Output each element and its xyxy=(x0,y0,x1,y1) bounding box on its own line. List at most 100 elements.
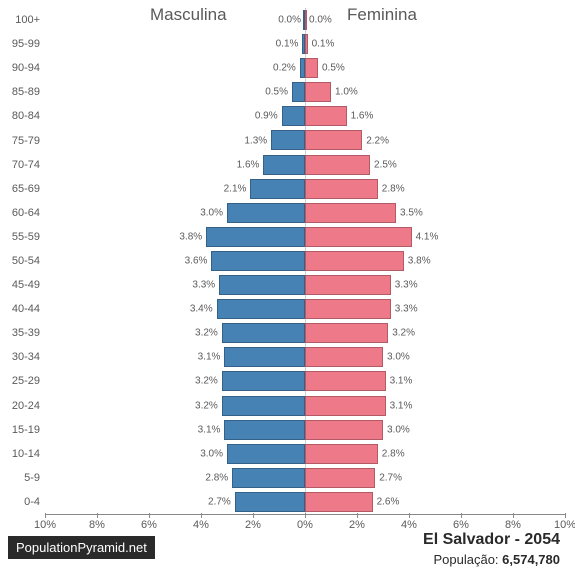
female-pct-label: 2.8% xyxy=(382,448,405,459)
age-label: 20-24 xyxy=(0,400,40,412)
male-pct-label: 0.1% xyxy=(276,39,299,50)
age-row: 0-42.7%2.6% xyxy=(45,490,565,514)
female-bar xyxy=(305,468,375,488)
age-row: 10-143.0%2.8% xyxy=(45,442,565,466)
female-pct-label: 3.5% xyxy=(400,207,423,218)
female-bar xyxy=(305,420,383,440)
male-pct-label: 2.1% xyxy=(224,183,247,194)
population-value: 6,574,780 xyxy=(502,552,560,567)
male-pct-label: 3.3% xyxy=(192,280,215,291)
female-pct-label: 2.8% xyxy=(382,183,405,194)
female-bar xyxy=(305,82,331,102)
male-pct-label: 0.9% xyxy=(255,111,278,122)
age-row: 80-840.9%1.6% xyxy=(45,104,565,128)
age-label: 25-29 xyxy=(0,375,40,387)
male-pct-label: 0.2% xyxy=(273,63,296,74)
age-label: 55-59 xyxy=(0,231,40,243)
male-bar xyxy=(235,492,305,512)
age-row: 90-940.2%0.5% xyxy=(45,56,565,80)
age-label: 0-4 xyxy=(0,496,40,508)
female-bar xyxy=(305,396,386,416)
female-pct-label: 3.8% xyxy=(408,255,431,266)
male-bar xyxy=(222,396,305,416)
age-row: 60-643.0%3.5% xyxy=(45,201,565,225)
female-pct-label: 2.7% xyxy=(379,472,402,483)
age-row: 25-293.2%3.1% xyxy=(45,369,565,393)
female-pct-label: 3.2% xyxy=(392,328,415,339)
female-pct-label: 1.6% xyxy=(351,111,374,122)
male-pct-label: 1.3% xyxy=(244,135,267,146)
age-row: 70-741.6%2.5% xyxy=(45,153,565,177)
age-label: 5-9 xyxy=(0,472,40,484)
age-label: 40-44 xyxy=(0,303,40,315)
male-bar xyxy=(282,106,305,126)
female-pct-label: 0.0% xyxy=(309,15,332,26)
population-label: População: 6,574,780 xyxy=(433,552,560,567)
chart-footer: PopulationPyramid.net El Salvador - 2054… xyxy=(0,531,575,571)
male-bar xyxy=(219,275,305,295)
x-tick: 6% xyxy=(141,519,157,531)
female-pct-label: 3.3% xyxy=(395,304,418,315)
female-pct-label: 3.1% xyxy=(390,400,413,411)
x-tick: 6% xyxy=(453,519,469,531)
age-label: 50-54 xyxy=(0,255,40,267)
male-bar xyxy=(224,420,305,440)
age-label: 85-89 xyxy=(0,86,40,98)
age-row: 50-543.6%3.8% xyxy=(45,249,565,273)
male-pct-label: 3.1% xyxy=(198,424,221,435)
male-pct-label: 0.0% xyxy=(278,15,301,26)
female-bar xyxy=(305,347,383,367)
x-tick: 10% xyxy=(34,519,56,531)
age-label: 65-69 xyxy=(0,183,40,195)
age-label: 35-39 xyxy=(0,327,40,339)
male-pct-label: 3.4% xyxy=(190,304,213,315)
female-bar xyxy=(305,227,412,247)
female-bar xyxy=(305,203,396,223)
age-row: 95-990.1%0.1% xyxy=(45,32,565,56)
age-row: 35-393.2%3.2% xyxy=(45,321,565,345)
age-label: 10-14 xyxy=(0,448,40,460)
age-row: 20-243.2%3.1% xyxy=(45,394,565,418)
male-bar xyxy=(217,299,305,319)
age-row: 65-692.1%2.8% xyxy=(45,177,565,201)
male-bar xyxy=(227,444,305,464)
female-bar xyxy=(305,155,370,175)
female-bar xyxy=(305,58,318,78)
age-row: 100+0.0%0.0% xyxy=(45,8,565,32)
age-row: 55-593.8%4.1% xyxy=(45,225,565,249)
male-bar xyxy=(224,347,305,367)
age-row: 75-791.3%2.2% xyxy=(45,128,565,152)
country-year-label: El Salvador - 2054 xyxy=(423,531,560,549)
x-tick: 0% xyxy=(297,519,313,531)
x-tick: 2% xyxy=(349,519,365,531)
male-pct-label: 3.6% xyxy=(185,255,208,266)
female-pct-label: 4.1% xyxy=(416,231,439,242)
age-row: 5-92.8%2.7% xyxy=(45,466,565,490)
age-row: 85-890.5%1.0% xyxy=(45,80,565,104)
female-bar xyxy=(305,275,391,295)
female-pct-label: 2.6% xyxy=(377,496,400,507)
age-label: 30-34 xyxy=(0,351,40,363)
age-row: 30-343.1%3.0% xyxy=(45,345,565,369)
x-tick: 4% xyxy=(193,519,209,531)
x-tick: 4% xyxy=(401,519,417,531)
x-tick: 2% xyxy=(245,519,261,531)
male-pct-label: 1.6% xyxy=(237,159,260,170)
female-bar xyxy=(305,34,308,54)
age-label: 90-94 xyxy=(0,62,40,74)
female-pct-label: 0.5% xyxy=(322,63,345,74)
female-pct-label: 1.0% xyxy=(335,87,358,98)
male-bar xyxy=(206,227,305,247)
male-pct-label: 3.2% xyxy=(195,376,218,387)
male-pct-label: 3.0% xyxy=(200,207,223,218)
x-tick: 8% xyxy=(89,519,105,531)
male-bar xyxy=(211,251,305,271)
age-label: 80-84 xyxy=(0,110,40,122)
male-pct-label: 0.5% xyxy=(265,87,288,98)
male-bar xyxy=(263,155,305,175)
female-bar xyxy=(305,323,388,343)
chart-rows: 100+0.0%0.0%95-990.1%0.1%90-940.2%0.5%85… xyxy=(45,8,565,514)
female-bar xyxy=(305,251,404,271)
female-bar xyxy=(305,299,391,319)
female-bar xyxy=(305,444,378,464)
